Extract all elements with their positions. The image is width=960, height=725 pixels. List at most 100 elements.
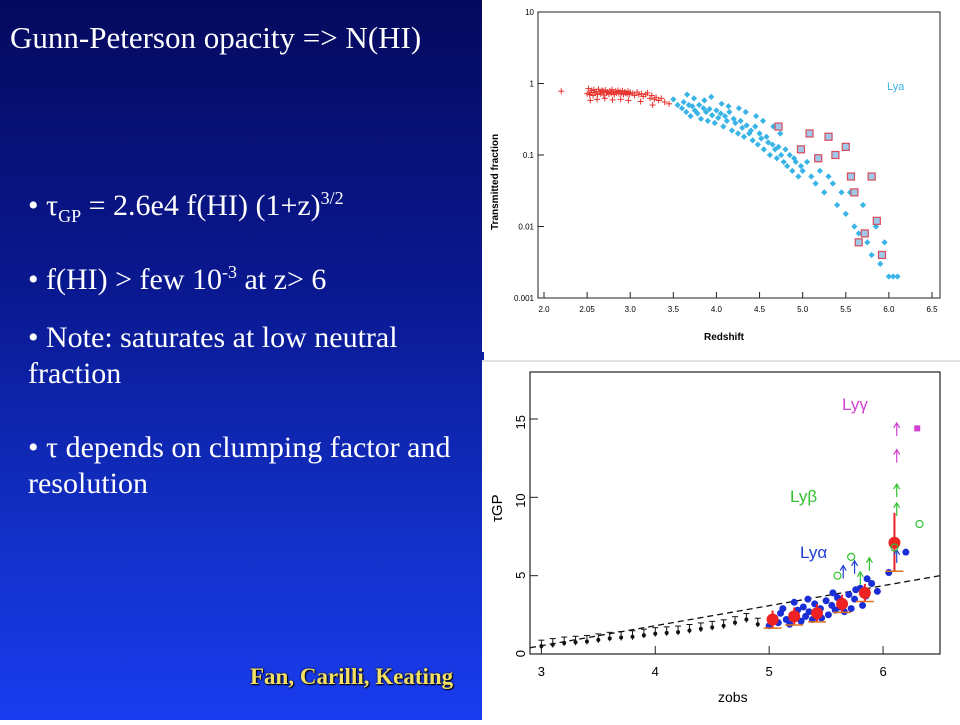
data-point-diamond <box>786 151 793 159</box>
data-point-diamond <box>720 123 727 130</box>
data-point-red <box>785 607 804 626</box>
data-point-black <box>720 619 727 629</box>
data-point-diamond <box>763 133 770 140</box>
x-tick-label: 3.5 <box>668 305 680 314</box>
formula-exponent: 3/2 <box>320 188 344 208</box>
data-point-black <box>595 633 602 643</box>
data-point-diamond <box>789 167 796 174</box>
data-point-square <box>824 132 833 141</box>
data-point-square <box>831 150 840 160</box>
data-point-diamond <box>684 91 691 98</box>
slide-background <box>0 0 484 720</box>
data-point-diamond <box>754 141 761 148</box>
data-point-square <box>841 142 850 151</box>
data-point-arrow <box>893 501 901 516</box>
bullet-neutral-fraction: • f(HI) > few 10-3 at z> 6 <box>28 262 327 296</box>
slide-title: Gunn-Peterson opacity => N(HI) <box>10 20 422 55</box>
data-point-diamond <box>740 133 748 140</box>
saturates-text: Note: saturates at low neutral fraction <box>28 321 398 390</box>
data-point-plus <box>595 86 602 93</box>
data-point-diamond <box>829 180 836 187</box>
data-point-plus <box>666 100 673 107</box>
data-point-diamond <box>834 201 841 209</box>
data-point-square <box>877 250 887 260</box>
data-point-black <box>732 616 738 626</box>
y-axis-label: τGP <box>489 494 506 522</box>
data-point-black <box>652 627 659 637</box>
data-point-diamond <box>795 173 802 180</box>
y-tick-label: 0.01 <box>518 223 534 232</box>
data-point-black <box>618 631 625 641</box>
annotation-ly-beta: Lyβ <box>790 487 817 506</box>
credit-text: Fan, Carilli, Keating <box>250 664 454 689</box>
data-point-diamond <box>706 105 713 113</box>
data-point-diamond <box>780 158 787 166</box>
data-point-diamond <box>735 105 742 112</box>
y-axis-label: Transmitted fraction <box>490 134 501 230</box>
data-point-plus <box>609 86 616 93</box>
data-point-diamond <box>749 137 756 144</box>
data-point-diamond <box>758 135 765 142</box>
data-point-blue <box>822 597 830 605</box>
data-point-blue <box>902 548 910 556</box>
data-point-arrow <box>839 564 847 579</box>
data-point-square <box>872 216 881 225</box>
data-point-diamond <box>680 98 687 106</box>
data-point-plus <box>658 95 665 102</box>
tau-gp-svg: 0 5 10 15 3 4 5 6 Lyγ Lyβ Lyα τGP zobs <box>489 371 941 705</box>
data-point-diamond <box>782 146 789 153</box>
x-tick-label: 5 <box>766 664 773 679</box>
data-point-diamond <box>708 93 715 100</box>
x-axis-label: zobs <box>718 689 748 705</box>
x-tick-label: 5.5 <box>840 305 852 314</box>
data-point-diamond <box>838 189 845 196</box>
data-point-black <box>583 634 590 645</box>
data-point-red <box>855 583 874 603</box>
data-point-diamond <box>816 167 824 174</box>
data-point-plus <box>601 95 608 102</box>
data-point-arrow <box>893 482 901 498</box>
data-point-diamond <box>894 273 901 280</box>
data-point-plus <box>609 96 616 103</box>
x-tick-label: 4.5 <box>754 305 766 314</box>
data-point-diamond <box>777 151 785 159</box>
x-tick-label: 5.0 <box>797 305 809 314</box>
tau-symbol: τ <box>46 189 59 222</box>
data-point-diamond <box>697 115 705 122</box>
data-point-blue <box>868 580 876 587</box>
annotation-ly-alpha: Lyα <box>800 543 827 562</box>
data-point-diamond <box>756 130 763 137</box>
data-point-diamond <box>825 173 832 180</box>
annotation-ly-gamma: Lyγ <box>842 395 868 414</box>
data-point-diamond <box>760 146 767 153</box>
data-point-diamond <box>752 112 760 120</box>
data-point-diamond <box>766 151 774 159</box>
data-point-diamond <box>812 180 819 187</box>
data-point-diamond <box>851 223 858 230</box>
data-point-square <box>814 154 823 163</box>
data-point-square <box>860 229 869 238</box>
data-point-arrow <box>851 559 859 574</box>
data-point-square <box>854 238 863 247</box>
data-point-blue <box>852 586 860 594</box>
data-point-diamond <box>696 101 703 109</box>
x-tick-label: 3 <box>538 664 545 679</box>
data-point-diamond <box>821 189 828 196</box>
data-point-black <box>561 636 568 647</box>
clumping-text: τ depends on clumping factor and resolut… <box>28 431 451 500</box>
data-point-plus <box>617 96 624 103</box>
data-point-diamond <box>773 155 780 162</box>
data-point-black <box>572 635 579 646</box>
data-point-diamond <box>683 108 690 116</box>
data-point-blue <box>790 598 798 606</box>
data-point-diamond <box>742 108 749 116</box>
data-point-black <box>709 620 716 631</box>
data-point-diamond <box>868 251 875 259</box>
data-point-plus <box>644 89 651 96</box>
data-point-plus <box>594 96 601 103</box>
data-point-arrow <box>856 570 864 585</box>
data-point-diamond <box>734 130 742 137</box>
y-tick-label: 10 <box>525 8 534 17</box>
data-point-diamond <box>784 162 791 170</box>
data-point-diamond <box>859 201 867 209</box>
